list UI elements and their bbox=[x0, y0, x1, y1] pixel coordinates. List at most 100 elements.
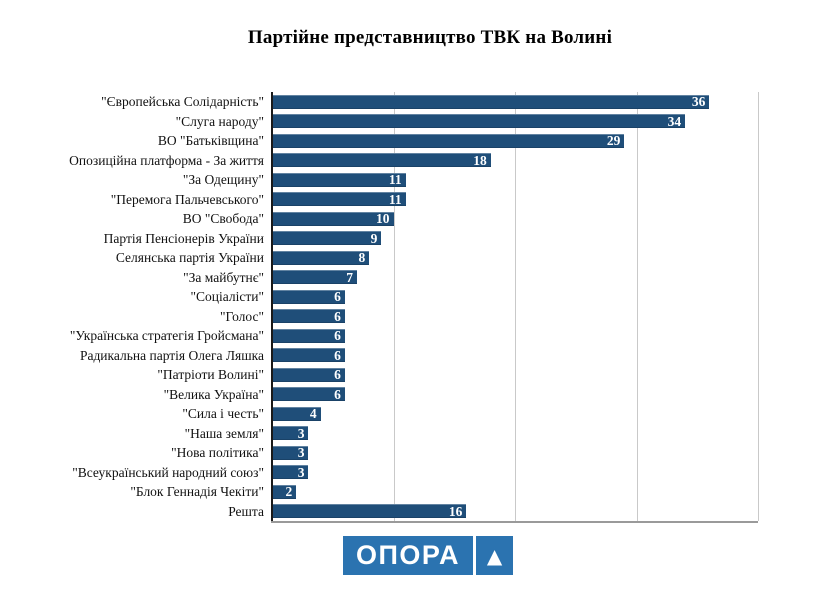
bar: 10 bbox=[272, 211, 394, 226]
bar-row: "Нова політика" 3 bbox=[0, 443, 758, 463]
bar-row: ВО "Батьківщина" 29 bbox=[0, 131, 758, 151]
bar: 4 bbox=[272, 406, 321, 421]
bar-row: "Патріоти Волині" 6 bbox=[0, 365, 758, 385]
bar-value-label: 6 bbox=[334, 367, 341, 382]
bar-track: 34 bbox=[272, 113, 758, 129]
bar-row: "Перемога Пальчевського" 11 bbox=[0, 190, 758, 210]
bar-value-label: 3 bbox=[297, 425, 305, 441]
bar-label: ВО "Батьківщина" bbox=[157, 133, 264, 148]
bar: 6 bbox=[272, 367, 345, 382]
bar-track: 6 bbox=[272, 308, 758, 324]
y-axis-line bbox=[271, 92, 273, 521]
bar-row: "За майбутнє" 7 bbox=[0, 268, 758, 288]
bar-track: 36 bbox=[272, 94, 758, 109]
bar-label: Опозиційна платформа - За життя bbox=[69, 152, 264, 168]
bar-label: "Соціалісти" bbox=[190, 289, 264, 304]
bar-row: "Європейська Солідарність" 36 bbox=[0, 92, 758, 112]
bar: 9 bbox=[272, 231, 382, 246]
bar-row: Радикальна партія Олега Ляшка 6 bbox=[0, 346, 758, 366]
bar-chart: "Європейська Солідарність" 36 "Слуга народ… bbox=[0, 92, 759, 523]
bar: 3 bbox=[272, 445, 309, 460]
bar: 7 bbox=[272, 270, 358, 285]
bar-value-label: 6 bbox=[334, 328, 341, 343]
bar-label: "За Одещину" bbox=[182, 172, 264, 187]
bar-track: 6 bbox=[272, 386, 758, 402]
bar-row: Селянська партія України 8 bbox=[0, 248, 758, 268]
bar-label: Партія Пенсіонерів України bbox=[103, 230, 264, 246]
bar-track: 3 bbox=[272, 425, 758, 441]
bar-row: "Сила і честь" 4 bbox=[0, 404, 758, 424]
bar-track: 18 bbox=[272, 152, 758, 168]
bar-label: "Нова політика" bbox=[171, 445, 264, 460]
bar-row: "За Одещину" 11 bbox=[0, 170, 758, 190]
bar-value-label: 18 bbox=[473, 152, 487, 168]
bar-row: "Соціалісти" 6 bbox=[0, 287, 758, 307]
bar-value-label: 6 bbox=[334, 386, 341, 402]
bar: 3 bbox=[272, 425, 309, 441]
logo-triangle-icon: ▲ bbox=[476, 536, 514, 575]
bar-track: 11 bbox=[272, 191, 758, 207]
bar-label: "Сила і честь" bbox=[182, 406, 264, 421]
chart-title: Партійне представництво ТВК на Волині bbox=[247, 27, 613, 48]
bar-value-label: 3 bbox=[297, 464, 305, 480]
bar-row: "Слуга народу" 34 bbox=[0, 112, 758, 132]
bar: 11 bbox=[272, 172, 406, 187]
bar-track: 3 bbox=[272, 445, 758, 460]
bar-track: 10 bbox=[272, 211, 758, 226]
bar-value-label: 34 bbox=[667, 113, 682, 129]
bar: 6 bbox=[272, 347, 345, 363]
bar-row: "Велика Україна" 6 bbox=[0, 385, 758, 405]
gridline bbox=[393, 92, 395, 521]
bar-label: "Перемога Пальчевського" bbox=[110, 191, 264, 207]
x-axis-line bbox=[271, 521, 758, 523]
bar-label: Селянська партія України bbox=[115, 250, 264, 265]
bar: 34 bbox=[272, 113, 686, 129]
bar-track: 3 bbox=[272, 464, 758, 480]
bar-value-label: 29 bbox=[606, 133, 621, 148]
bar-value-label: 6 bbox=[334, 289, 341, 304]
bar-value-label: 11 bbox=[388, 191, 402, 207]
bar-track: 8 bbox=[272, 250, 758, 265]
bar-track: 11 bbox=[272, 172, 758, 187]
bar-label: "Українська стратегія Гройсмана" bbox=[69, 328, 264, 343]
bar-track: 6 bbox=[272, 367, 758, 382]
bar-track: 7 bbox=[272, 270, 758, 285]
bar-value-label: 11 bbox=[388, 172, 402, 187]
bar-value-label: 4 bbox=[309, 406, 317, 421]
bar-track: 4 bbox=[272, 406, 758, 421]
bar-label: Радикальна партія Олега Ляшка bbox=[79, 347, 264, 363]
bar-row: "Голос" 6 bbox=[0, 307, 758, 327]
bar-track: 29 bbox=[272, 133, 758, 148]
bar-track: 2 bbox=[272, 484, 758, 499]
bar-label: "Патріоти Волині" bbox=[157, 367, 264, 382]
bar-value-label: 36 bbox=[691, 94, 706, 109]
bar-label: "Велика Україна" bbox=[163, 386, 264, 402]
bar-label: "Блок Геннадія Чекіти" bbox=[130, 484, 264, 499]
bar-value-label: 3 bbox=[297, 445, 305, 460]
bar-track: 9 bbox=[272, 231, 758, 246]
bar-label: "Європейська Солідарність" bbox=[101, 94, 264, 109]
bar-value-label: 2 bbox=[285, 484, 293, 499]
opora-logo: ОПОРА ▲ bbox=[343, 536, 514, 575]
bar-label: Решта bbox=[228, 503, 264, 519]
bar-track: 6 bbox=[272, 289, 758, 304]
bar-track: 6 bbox=[272, 328, 758, 343]
bar-rows: "Європейська Солідарність" 36 "Слуга народ… bbox=[0, 92, 758, 521]
bar-row: "Українська стратегія Гройсмана" 6 bbox=[0, 326, 758, 346]
bar-value-label: 8 bbox=[358, 250, 366, 265]
bar-value-label: 6 bbox=[334, 347, 341, 363]
bar-value-label: 6 bbox=[334, 308, 341, 324]
bar-value-label: 16 bbox=[448, 503, 463, 519]
bar: 6 bbox=[272, 386, 345, 402]
bar-label: "За майбутнє" bbox=[183, 269, 264, 285]
bar: 2 bbox=[272, 484, 297, 499]
bar-track: 6 bbox=[272, 347, 758, 363]
bar-label: "Голос" bbox=[219, 308, 264, 324]
bar: 6 bbox=[272, 289, 345, 304]
bar: 29 bbox=[272, 133, 625, 148]
bar: 3 bbox=[272, 464, 309, 480]
bar: 11 bbox=[272, 191, 406, 207]
bar-row: Решта 16 bbox=[0, 502, 758, 522]
gridline bbox=[515, 92, 516, 521]
